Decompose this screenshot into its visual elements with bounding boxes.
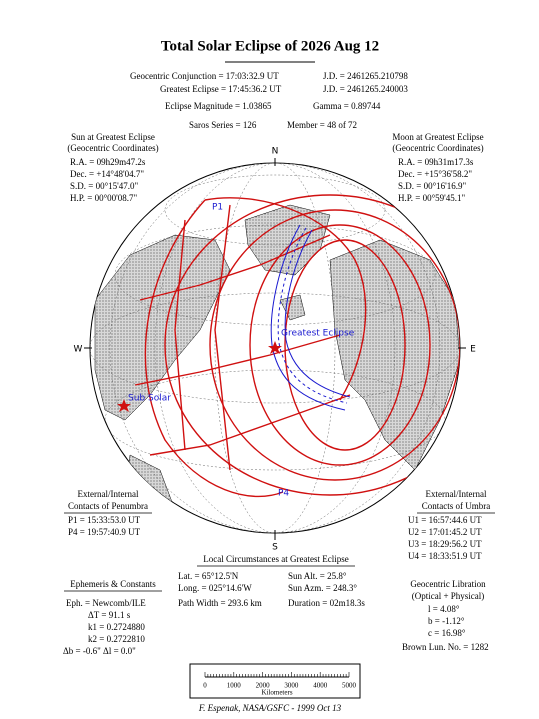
scale-label: 2000 [256,682,271,690]
block-title: Moon at Greatest Eclipse [392,132,483,142]
block-line: S.D. = 00°15'47.0" [70,181,139,191]
scale-label: 0 [203,682,207,690]
graticule [90,163,460,533]
header-line: Eclipse Magnitude = 1.03865 [165,101,272,111]
block-line: P1 = 15:33:53.0 UT [68,515,141,525]
block-line: Dec. = +14°48'04.7" [70,169,144,179]
block-subtitle: Contacts of Penumbra [68,501,148,511]
block-line: H.P. = 00°59'45.1" [398,193,466,203]
footer: F. Espenak, NASA/GSFC - 1999 Oct 13 [198,703,342,713]
block-line: Long. = 025°14.6'W [178,583,252,593]
globe [89,162,461,534]
block-line: Lat. = 65°12.5'N [178,571,239,581]
compass-label: S [272,543,278,553]
map-label: Sub Solar [128,394,171,404]
block-line: U2 = 17:01:45.2 UT [408,527,482,537]
block-line: l = 4.08° [428,604,460,614]
map-label: P4 [278,489,289,499]
compass-label: W [74,345,83,355]
block-title: Geocentric Libration [410,579,486,589]
block-line: Δb = -0.6" Δl = 0.0" [63,646,136,656]
block-line: U1 = 16:57:44.6 UT [408,515,482,525]
block-subtitle: (Optical + Physical) [412,591,485,601]
header-line: Member = 48 of 72 [287,120,357,130]
header-line: J.D. = 2461265.210798 [323,71,408,81]
block-line: H.P. = 00°00'08.7" [70,193,138,203]
block-line: Sun Alt. = 25.8° [288,571,347,581]
scale-label: 5000 [342,682,357,690]
block-line: R.A. = 09h29m47.2s [70,157,146,167]
block-line: k2 = 0.2722810 [88,634,145,644]
block-line: k1 = 0.2724880 [88,622,145,632]
scale-label: 1000 [227,682,242,690]
block-line: S.D. = 00°16'16.9" [398,181,467,191]
map-label: P1 [212,203,223,213]
block-title: Local Circumstances at Greatest Eclipse [203,554,348,564]
block-line: Eph. = Newcomb/ILE [66,598,146,608]
scale-bar [189,663,361,699]
block-line: R.A. = 09h31m17.3s [398,157,474,167]
block-line: U4 = 18:33:51.9 UT [408,551,482,561]
map-label: Greatest Eclipse [281,329,355,339]
block-line: Path Width = 293.6 km [178,598,262,608]
header-line: Greatest Eclipse = 17:45:36.2 UT [160,84,282,94]
compass-label: E [470,345,476,355]
block-line: U3 = 18:29:56.2 UT [408,539,482,549]
compass-label: N [272,147,279,157]
block-line: Duration = 02m18.3s [288,598,365,608]
penumbra-curves [134,194,460,498]
block-title: Sun at Greatest Eclipse [71,132,155,142]
header-line: Gamma = 0.89744 [313,101,381,111]
sub-solar-marker [117,399,131,412]
header-line: J.D. = 2461265.240003 [323,84,408,94]
block-line: Brown Lun. No. = 1282 [402,642,489,652]
title: Total Solar Eclipse of 2026 Aug 12 [161,38,379,54]
block-subtitle: Contacts of Umbra [422,501,490,511]
block-title: Ephemeris & Constants [70,579,156,589]
header-line: Saros Series = 126 [189,120,257,130]
block-line: b = -1.12° [428,616,465,626]
compass-ticks [84,158,466,540]
scale-unit: Kilometers [261,689,292,697]
block-line: Dec. = +15°36'58.2" [398,169,472,179]
header-line: Geocentric Conjunction = 17:03:32.9 UT [130,71,279,81]
block-line: ΔT = 91.1 s [88,610,131,620]
block-line: Sun Azm. = 248.3° [288,583,357,593]
block-subtitle: (Geocentric Coordinates) [392,143,483,153]
scale-label: 4000 [313,682,328,690]
greatest-eclipse-marker [268,341,282,354]
block-title: External/Internal [426,489,487,499]
block-line: c = 16.98° [428,628,466,638]
block-title: External/Internal [78,489,139,499]
block-subtitle: (Geocentric Coordinates) [67,143,158,153]
scale-label: 3000 [284,682,299,690]
block-line: P4 = 19:57:40.9 UT [68,527,141,537]
umbra-path [270,224,351,411]
